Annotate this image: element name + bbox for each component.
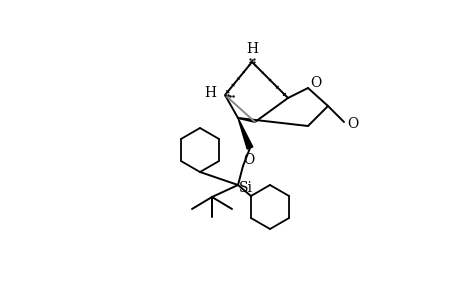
Text: O: O xyxy=(310,76,321,90)
Text: O: O xyxy=(347,117,358,131)
Text: O: O xyxy=(243,153,254,167)
Polygon shape xyxy=(237,118,252,149)
Text: H: H xyxy=(203,86,216,100)
Text: H: H xyxy=(246,42,257,56)
Text: Si: Si xyxy=(239,181,252,195)
